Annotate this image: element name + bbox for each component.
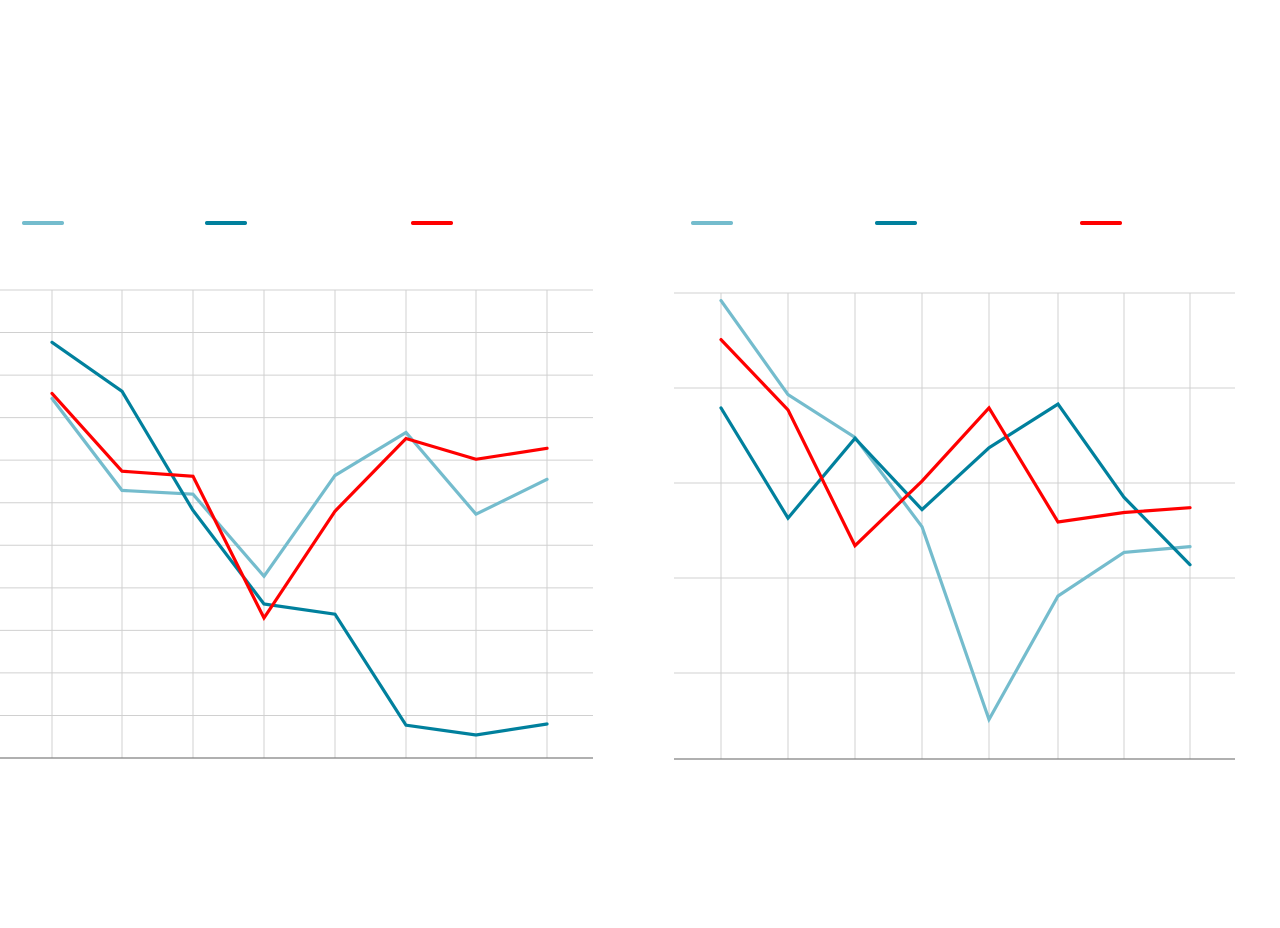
series-line-1 <box>719 299 1192 724</box>
line-chart-1 <box>0 221 593 759</box>
series-line-2 <box>719 401 1192 567</box>
series-line-2 <box>50 340 549 737</box>
series-line-3 <box>719 338 1192 549</box>
series-line-3 <box>50 391 549 622</box>
line-chart-2 <box>674 221 1235 760</box>
series-line-1 <box>50 396 549 579</box>
